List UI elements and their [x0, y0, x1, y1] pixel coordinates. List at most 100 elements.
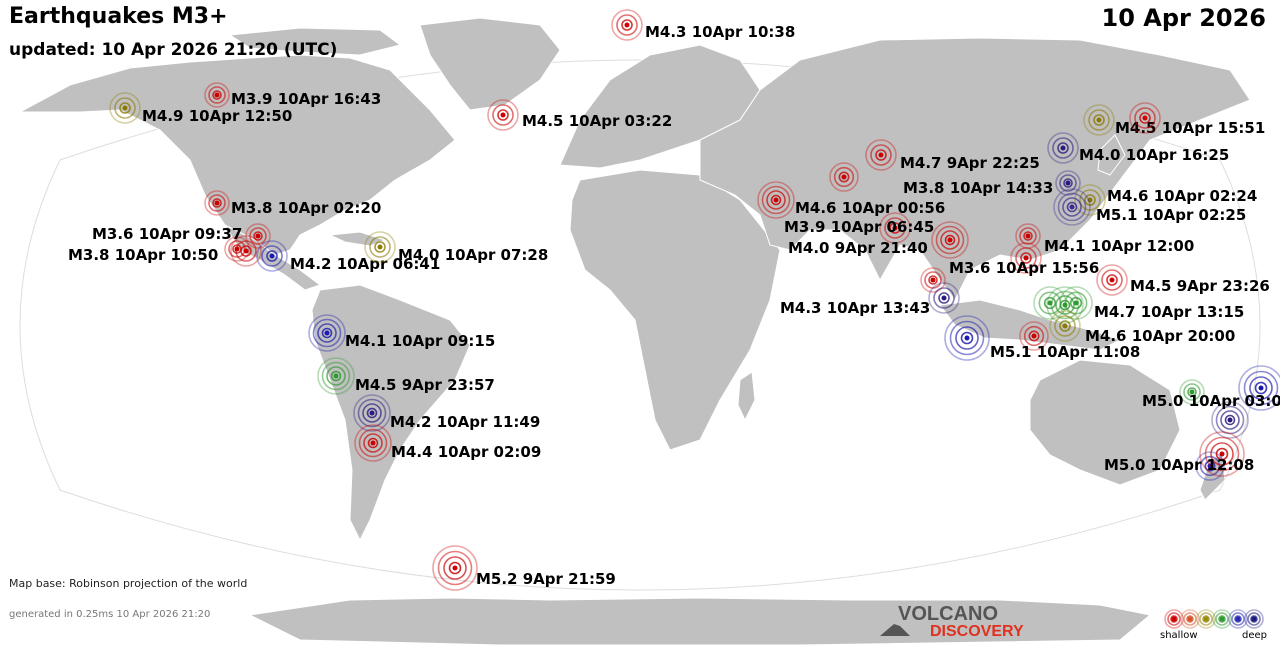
quake-marker-20	[1010, 242, 1042, 274]
volcano-discovery-logo[interactable]: VOLCANO DISCOVERY	[880, 602, 1040, 642]
land-indonesia	[939, 299, 1122, 351]
quake-label-17: M3.8 10Apr 10:50	[68, 246, 218, 264]
quake-marker-24-epicenter-icon	[1062, 323, 1068, 329]
quake-label-22: M4.3 10Apr 13:43	[780, 299, 930, 317]
quake-label-8: M3.8 10Apr 14:33	[903, 179, 1053, 197]
legend-depth-icon-1-epicenter-icon	[1187, 616, 1193, 622]
quake-marker-23-epicenter-icon	[1062, 302, 1068, 308]
quake-marker-3	[487, 99, 519, 131]
volcano-logo-icon: VOLCANO DISCOVERY	[880, 603, 1024, 640]
quake-ring-extra-6	[920, 267, 946, 293]
quake-marker-30	[1238, 365, 1280, 411]
quake-marker-6-epicenter-icon	[878, 152, 884, 158]
quake-marker-28-epicenter-icon	[369, 410, 375, 416]
quake-marker-31-epicenter-icon	[1219, 451, 1225, 457]
quake-marker-17	[230, 235, 262, 267]
quake-ring-extra-0-epicenter-icon	[1189, 389, 1195, 395]
quake-marker-28	[353, 394, 391, 432]
quake-marker-13-epicenter-icon	[892, 225, 898, 231]
quake-marker-18	[256, 240, 288, 272]
quake-marker-15-epicenter-icon	[1025, 233, 1031, 239]
quake-ring-extra-1-epicenter-icon	[1227, 417, 1233, 423]
map-date: 10 Apr 2026	[1101, 4, 1267, 32]
quake-marker-9	[1074, 184, 1106, 216]
quake-marker-31	[1199, 431, 1245, 477]
quake-marker-24	[1049, 310, 1081, 342]
quake-marker-1-epicenter-icon	[214, 92, 220, 98]
quake-marker-19-epicenter-icon	[377, 244, 383, 250]
quake-label-6: M4.7 9Apr 22:25	[900, 154, 1040, 172]
depth-legend: shallow deep	[1160, 606, 1270, 646]
land-arctic-isles	[228, 27, 402, 56]
quake-marker-14	[931, 221, 969, 259]
quake-marker-25	[944, 315, 990, 361]
quake-marker-7-epicenter-icon	[1060, 145, 1066, 151]
quake-marker-1	[204, 82, 230, 108]
quake-marker-10-epicenter-icon	[1069, 204, 1075, 210]
quake-marker-14-epicenter-icon	[947, 237, 953, 243]
legend-deep-label: deep	[1242, 630, 1267, 641]
legend-depth-icon-5	[1244, 609, 1264, 629]
legend-depth-icon-4	[1228, 609, 1248, 629]
brand-line1: VOLCANO	[898, 603, 998, 625]
quake-marker-6	[865, 139, 897, 171]
quake-marker-5	[1129, 102, 1161, 134]
quake-marker-19	[364, 231, 396, 263]
quake-label-20: M3.6 10Apr 15:56	[949, 259, 1099, 277]
quake-label-14: M4.0 9Apr 21:40	[788, 239, 928, 257]
quake-marker-25-epicenter-icon	[964, 335, 970, 341]
quake-marker-27-epicenter-icon	[333, 373, 339, 379]
legend-depth-icon-0	[1164, 609, 1184, 629]
quake-marker-0	[611, 9, 643, 41]
quake-marker-7	[1047, 132, 1079, 164]
quake-ring-extra-7-epicenter-icon	[841, 174, 847, 180]
quake-marker-21	[1096, 264, 1128, 296]
quake-marker-26-epicenter-icon	[324, 330, 330, 336]
quake-ring-extra-7	[829, 162, 859, 192]
quake-ring-extra-1	[1211, 401, 1249, 439]
quake-marker-29	[354, 424, 392, 462]
quake-marker-5-epicenter-icon	[1142, 115, 1148, 121]
quake-marker-2-epicenter-icon	[122, 105, 128, 111]
quake-label-21: M4.5 9Apr 23:26	[1130, 277, 1270, 295]
legend-depth-icon-0-epicenter-icon	[1171, 616, 1177, 622]
quake-ring-extra-0	[1179, 379, 1205, 405]
quake-label-7: M4.0 10Apr 16:25	[1079, 146, 1229, 164]
quake-marker-0-epicenter-icon	[624, 22, 630, 28]
quake-marker-8-epicenter-icon	[1065, 180, 1071, 186]
quake-label-13: M3.9 10Apr 06:45	[784, 218, 934, 236]
quake-ring-extra-3-epicenter-icon	[1031, 333, 1037, 339]
land-antarctica	[248, 597, 1152, 646]
quake-label-31: M5.0 10Apr 12:08	[1104, 456, 1254, 474]
quake-label-29: M4.4 10Apr 02:09	[391, 443, 541, 461]
quake-label-24: M4.6 10Apr 20:00	[1085, 327, 1235, 345]
quake-marker-13	[879, 212, 911, 244]
land-africa	[569, 169, 781, 451]
quake-marker-4	[1083, 104, 1115, 136]
quake-marker-12-epicenter-icon	[773, 197, 779, 203]
quake-label-16: M3.6 10Apr 09:37	[92, 225, 242, 243]
quake-marker-21-epicenter-icon	[1109, 277, 1115, 283]
quake-label-32: M5.2 9Apr 21:59	[476, 570, 616, 588]
quake-label-10: M5.1 10Apr 02:25	[1096, 206, 1246, 224]
quake-marker-16-epicenter-icon	[255, 233, 261, 239]
legend-shallow-label: shallow	[1160, 630, 1198, 641]
quake-label-25: M5.1 10Apr 11:08	[990, 343, 1140, 361]
quake-marker-26	[308, 314, 346, 352]
quake-marker-11-epicenter-icon	[214, 200, 220, 206]
quake-label-26: M4.1 10Apr 09:15	[345, 332, 495, 350]
quake-label-30: M5.0 10Apr 03:0	[1142, 392, 1280, 410]
quake-marker-12	[757, 181, 795, 219]
quake-label-23: M4.7 10Apr 13:15	[1094, 303, 1244, 321]
quake-label-2: M4.9 10Apr 12:50	[142, 107, 292, 125]
depth-legend-icons	[1164, 609, 1264, 629]
legend-depth-icon-5-epicenter-icon	[1251, 616, 1257, 622]
quake-label-9: M4.6 10Apr 02:24	[1107, 187, 1257, 205]
legend-depth-icon-2-epicenter-icon	[1203, 616, 1209, 622]
quake-marker-17-epicenter-icon	[243, 248, 249, 254]
updated-timestamp: updated: 10 Apr 2026 21:20 (UTC)	[9, 40, 338, 60]
quake-label-27: M4.5 9Apr 23:57	[355, 376, 495, 394]
quake-marker-10	[1053, 188, 1091, 226]
